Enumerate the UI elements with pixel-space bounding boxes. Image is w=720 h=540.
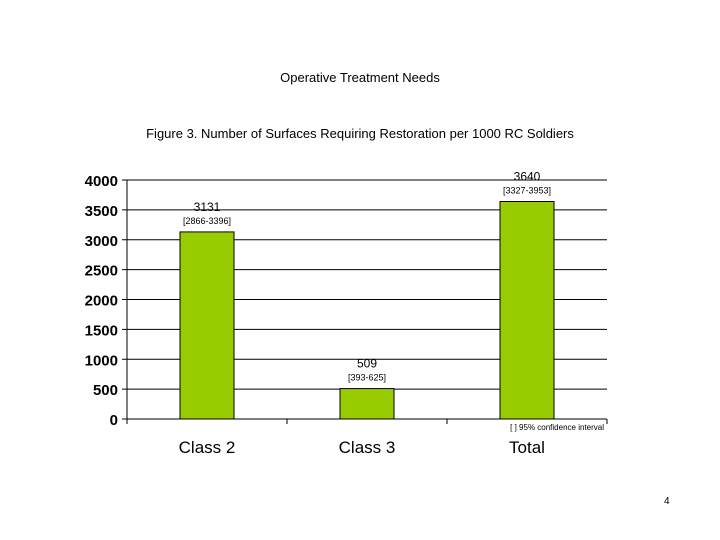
data-label: 509 <box>357 357 377 371</box>
confidence-interval-label: [2866-3396] <box>183 216 231 226</box>
data-label: 3640 <box>514 170 541 184</box>
y-tick-label: 3500 <box>85 203 118 220</box>
page-title: Operative Treatment Needs <box>280 70 440 85</box>
y-tick-label: 3000 <box>85 233 118 250</box>
confidence-interval-label: [393-625] <box>348 373 386 383</box>
bar-class-2 <box>179 231 235 420</box>
confidence-interval-label: [3327-3953] <box>503 186 551 196</box>
confidence-interval-note: [ ] 95% confidence interval <box>510 423 604 432</box>
figure-title: Figure 3. Number of Surfaces Requiring R… <box>146 126 574 141</box>
x-tick-label: Class 2 <box>179 438 236 457</box>
y-tick-label: 1000 <box>85 352 118 369</box>
x-tick-label: Total <box>509 438 545 457</box>
y-tick-label: 2500 <box>85 263 118 280</box>
data-label: 3131 <box>194 200 221 214</box>
bar-class-3 <box>339 388 395 420</box>
y-tick-label: 2000 <box>85 293 118 310</box>
y-tick-label: 500 <box>93 382 118 399</box>
y-tick-label: 1500 <box>85 322 118 339</box>
y-tick-label: 0 <box>110 412 118 429</box>
page-number: 4 <box>664 496 670 507</box>
x-tick-label: Class 3 <box>339 438 396 457</box>
bar-total <box>499 201 555 420</box>
y-tick-label: 4000 <box>85 173 118 190</box>
